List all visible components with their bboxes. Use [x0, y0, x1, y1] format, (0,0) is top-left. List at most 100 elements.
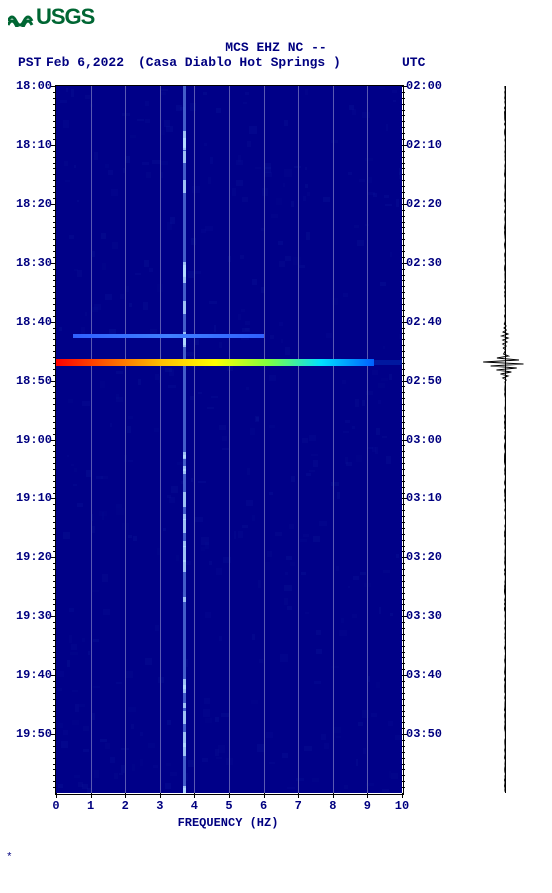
ytick-minor-right: [402, 328, 405, 329]
xlabel: 1: [81, 799, 101, 813]
ylabel-left: 18:50: [8, 374, 52, 388]
ytick-minor-right: [402, 210, 405, 211]
ytick-minor-right: [402, 263, 405, 264]
ylabel-left: 18:20: [8, 197, 52, 211]
ytick-minor-left: [53, 345, 56, 346]
ytick-minor-right: [402, 404, 405, 405]
ytick-minor-left: [53, 357, 56, 358]
ytick-minor-right: [402, 304, 405, 305]
ytick-minor-left: [53, 722, 56, 723]
ytick-minor-left: [53, 693, 56, 694]
ytick-minor-right: [402, 657, 405, 658]
xtick: [298, 793, 299, 798]
ytick-minor-left: [53, 622, 56, 623]
ytick-minor-left: [53, 239, 56, 240]
ytick-minor-left: [53, 540, 56, 541]
ytick-minor-left: [53, 475, 56, 476]
ytick-minor-left: [53, 604, 56, 605]
ytick-minor-right: [402, 551, 405, 552]
ytick-minor-left: [53, 168, 56, 169]
ylabel-right: 02:00: [406, 79, 450, 93]
ytick-minor-right: [402, 416, 405, 417]
ytick-minor-left: [53, 510, 56, 511]
ylabel-left: 19:50: [8, 727, 52, 741]
ytick-minor-right: [402, 575, 405, 576]
ytick-minor-left: [53, 534, 56, 535]
ytick-minor-left: [53, 139, 56, 140]
ytick-minor-left: [53, 634, 56, 635]
ylabel-right: 03:50: [406, 727, 450, 741]
ytick-minor-right: [402, 104, 405, 105]
ytick-minor-left: [53, 245, 56, 246]
ylabel-right: 03:20: [406, 550, 450, 564]
ytick-minor-left: [53, 599, 56, 600]
ytick-minor-left: [53, 257, 56, 258]
ytick-minor-left: [53, 316, 56, 317]
ylabel-left: 18:40: [8, 315, 52, 329]
ytick-minor-right: [402, 528, 405, 529]
ytick-minor-right: [402, 469, 405, 470]
ytick-minor-left: [53, 86, 56, 87]
ytick-minor-left: [53, 92, 56, 93]
ytick-minor-left: [53, 546, 56, 547]
ytick-minor-left: [53, 775, 56, 776]
ytick-minor-right: [402, 734, 405, 735]
ytick-minor-left: [53, 769, 56, 770]
ytick-minor-right: [402, 192, 405, 193]
ylabel-right: 02:30: [406, 256, 450, 270]
xtick: [91, 793, 92, 798]
ytick-minor-left: [53, 628, 56, 629]
ytick-minor-left: [53, 275, 56, 276]
ytick-minor-left: [53, 711, 56, 712]
ytick-minor-right: [402, 115, 405, 116]
ytick-minor-left: [53, 133, 56, 134]
ytick-minor-left: [53, 487, 56, 488]
ytick-minor-right: [402, 333, 405, 334]
ytick-minor-right: [402, 493, 405, 494]
ytick-minor-right: [402, 316, 405, 317]
ylabel-left: 18:10: [8, 138, 52, 152]
ytick-minor-right: [402, 764, 405, 765]
ytick-minor-left: [53, 652, 56, 653]
ytick-minor-right: [402, 557, 405, 558]
xlabel: 8: [323, 799, 343, 813]
ytick-minor-left: [53, 227, 56, 228]
ytick-minor-right: [402, 740, 405, 741]
ytick-minor-left: [53, 463, 56, 464]
ytick-minor-right: [402, 546, 405, 547]
ytick-minor-left: [53, 610, 56, 611]
ytick-minor-left: [53, 210, 56, 211]
ytick-minor-right: [402, 451, 405, 452]
ytick-minor-right: [402, 634, 405, 635]
ytick-minor-left: [53, 551, 56, 552]
ytick-minor-right: [402, 168, 405, 169]
ylabel-left: 19:00: [8, 433, 52, 447]
ytick-minor-right: [402, 775, 405, 776]
ylabel-left: 18:30: [8, 256, 52, 270]
ytick-minor-left: [53, 163, 56, 164]
ylabel-right: 03:30: [406, 609, 450, 623]
ytick-minor-left: [53, 522, 56, 523]
ytick-minor-right: [402, 463, 405, 464]
xlabel: 4: [184, 799, 204, 813]
ytick-minor-left: [53, 445, 56, 446]
ylabel-left: 19:30: [8, 609, 52, 623]
ytick-minor-left: [53, 375, 56, 376]
ytick-minor-right: [402, 386, 405, 387]
ytick-minor-right: [402, 610, 405, 611]
ytick-minor-left: [53, 752, 56, 753]
ytick-minor-left: [53, 557, 56, 558]
ytick-minor-left: [53, 304, 56, 305]
ytick-minor-left: [53, 186, 56, 187]
ytick-minor-left: [53, 121, 56, 122]
ylabel-right: 02:10: [406, 138, 450, 152]
ytick-minor-left: [53, 298, 56, 299]
ytick-minor-right: [402, 498, 405, 499]
xtick: [160, 793, 161, 798]
date-label: Feb 6,2022: [46, 55, 124, 70]
xtick: [229, 793, 230, 798]
ytick-minor-left: [53, 292, 56, 293]
ytick-minor-right: [402, 216, 405, 217]
ytick-minor-right: [402, 410, 405, 411]
ytick-minor-left: [53, 204, 56, 205]
